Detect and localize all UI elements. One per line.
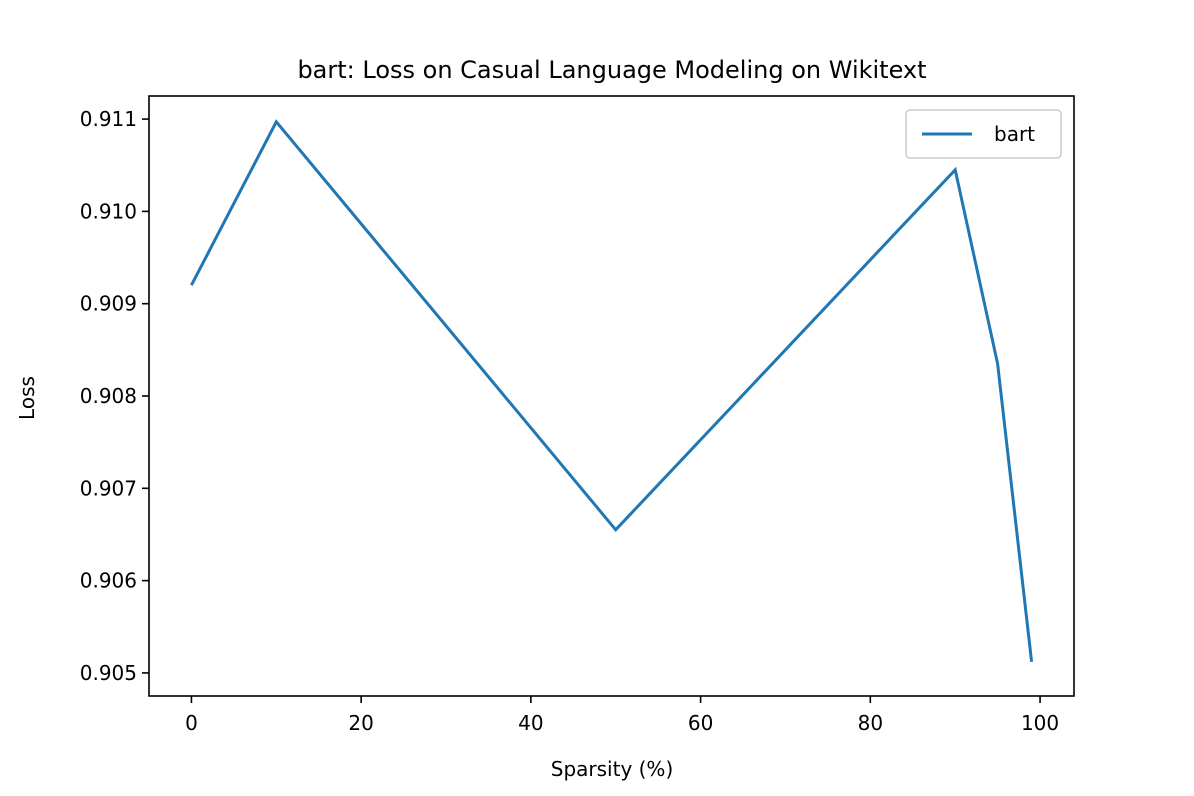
- y-tick-label: 0.906: [80, 569, 137, 593]
- x-tick-label: 60: [688, 711, 713, 735]
- plot-frame: [148, 95, 1075, 697]
- y-tick-label: 0.911: [80, 107, 137, 131]
- y-tick-label: 0.905: [80, 661, 137, 685]
- legend-box: [905, 109, 1062, 159]
- x-tick-label: 80: [858, 711, 883, 735]
- y-tick-label: 0.910: [80, 199, 137, 223]
- x-tick-label: 40: [518, 711, 543, 735]
- y-tick-label: 0.909: [80, 292, 137, 316]
- x-axis-label: Sparsity (%): [551, 757, 674, 781]
- series-line-bart: [190, 119, 1034, 662]
- series-layer: [190, 119, 1034, 662]
- legend: bart: [905, 109, 1062, 159]
- legend-label-bart: bart: [994, 122, 1035, 146]
- x-tick-label: 20: [348, 711, 373, 735]
- x-tick-label: 0: [185, 711, 198, 735]
- y-axis-ticks: 0.905 0.906 0.907 0.908 0.909 0.910 0.911: [80, 107, 149, 685]
- y-tick-label: 0.908: [80, 384, 137, 408]
- chart-title: bart: Loss on Casual Language Modeling o…: [297, 56, 926, 84]
- y-axis-label: Loss: [15, 376, 39, 420]
- x-axis-ticks: 0 20 40 60 80 100: [185, 696, 1059, 735]
- x-tick-label: 100: [1021, 711, 1059, 735]
- y-tick-label: 0.907: [80, 476, 137, 500]
